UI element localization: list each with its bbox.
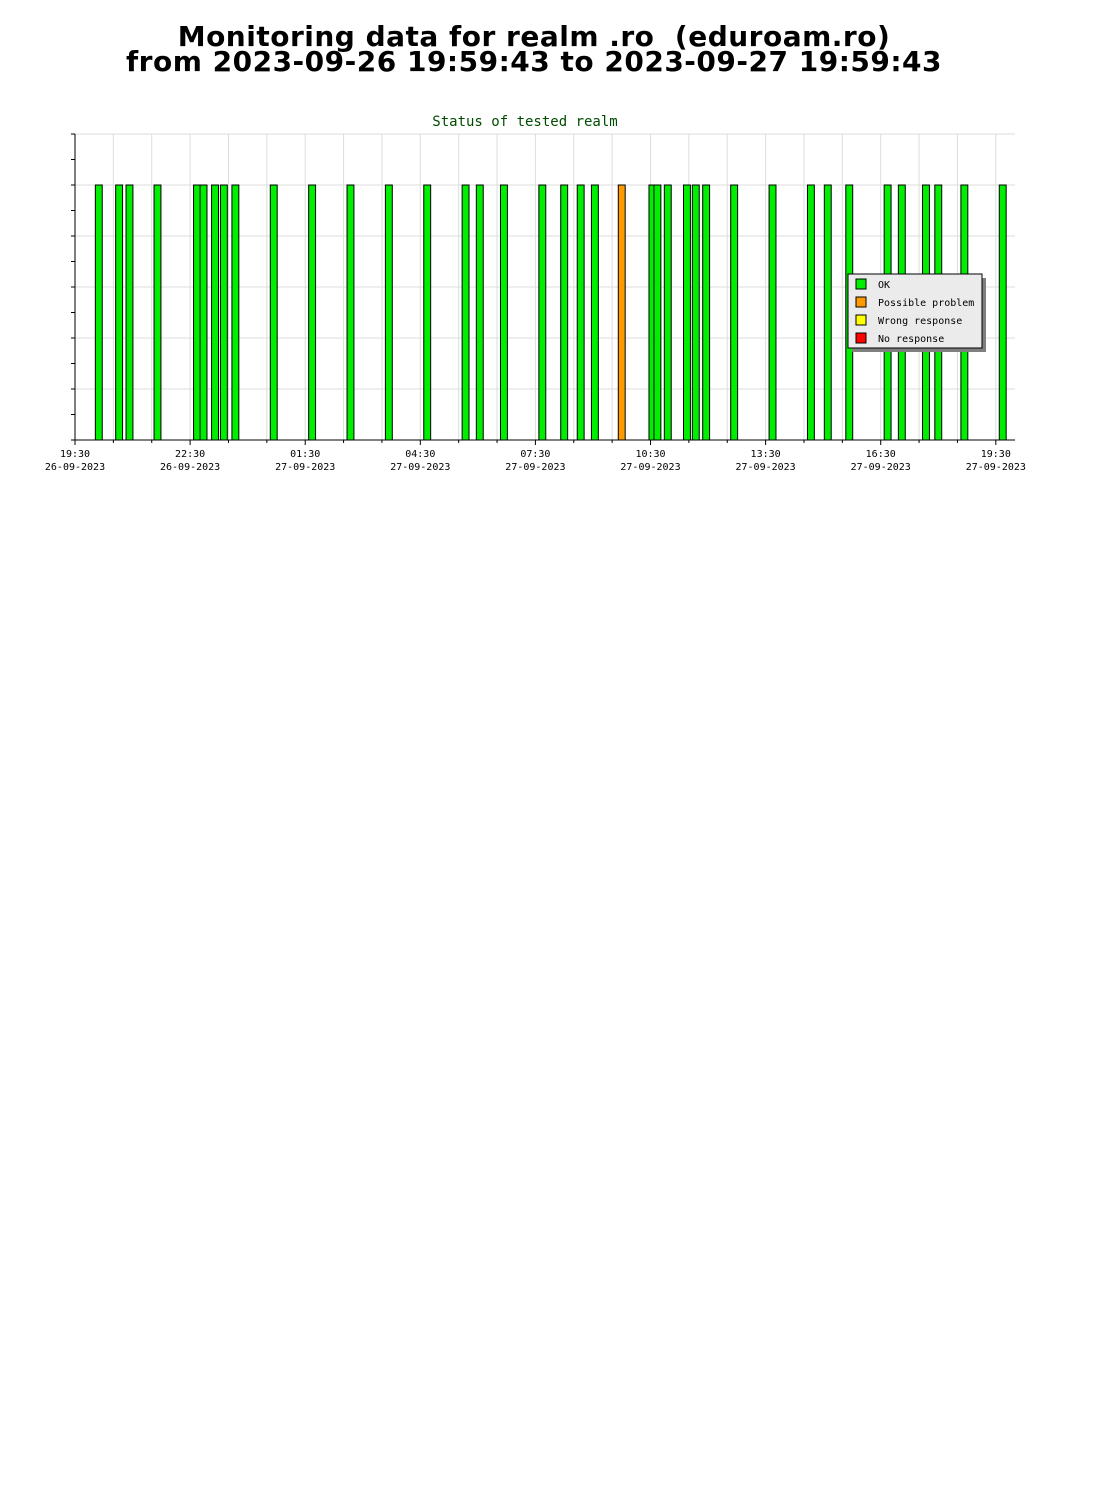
bar-ok [730, 184, 739, 441]
bar-ok [199, 184, 208, 441]
legend-swatch [855, 332, 867, 344]
bar-possible-problem [617, 184, 626, 441]
page-title: Monitoring data for realm .ro (eduroam.r… [0, 20, 1068, 78]
legend-label: Possible problem [878, 298, 974, 309]
bar-ok [683, 184, 691, 441]
bar-ok [115, 184, 124, 441]
bar-ok [211, 184, 219, 441]
legend-label: No response [878, 334, 944, 345]
bar-ok [590, 184, 599, 441]
legend: OK Possible problem Wrong response No respo… [847, 273, 986, 352]
x-tick-label-date: 26-09-2023 [45, 462, 105, 473]
x-tick-label-time: 04:30 [405, 449, 435, 460]
x-tick-label-time: 01:30 [290, 449, 320, 460]
x-tick-label-time: 19:30 [981, 449, 1011, 460]
bar-ok [346, 184, 355, 441]
x-tick-label-date: 26-09-2023 [160, 462, 220, 473]
x-tick-label-date: 27-09-2023 [275, 462, 335, 473]
bar-ok [691, 184, 700, 441]
page-title-line2: from 2023-09-26 19:59:43 to 2023-09-27 1… [125, 45, 943, 78]
x-tick-label-date: 27-09-2023 [390, 462, 450, 473]
legend-label: OK [878, 280, 890, 291]
legend-swatch [855, 314, 867, 326]
bar-ok [768, 184, 777, 441]
bar-ok [153, 184, 162, 441]
x-tick-label-date: 27-09-2023 [736, 462, 796, 473]
legend-box [847, 273, 983, 349]
bar-ok [998, 184, 1007, 441]
bar-ok [560, 184, 569, 441]
bar-ok [193, 184, 201, 441]
bar-ok [219, 184, 228, 441]
x-tick-label-time: 07:30 [520, 449, 550, 460]
bar-ok [231, 184, 240, 441]
bar-ok [475, 184, 484, 441]
x-tick-label-time: 22:30 [175, 449, 205, 460]
bar-ok [308, 184, 317, 441]
page-title-line1: Monitoring data for realm .ro (eduroam.r… [177, 20, 891, 53]
bar-ok [94, 184, 103, 441]
legend-label: Wrong response [878, 316, 962, 327]
x-tick-label-time: 19:30 [60, 449, 90, 460]
status-chart: Status of tested realm 19:30 26-09-2023 22:… [45, 114, 1026, 473]
legend-swatch [855, 278, 867, 290]
bar-ok [461, 184, 470, 441]
bar-ok [806, 184, 815, 441]
bar-ok [499, 184, 508, 441]
legend-swatch [855, 296, 867, 308]
x-tick-label-date: 27-09-2023 [620, 462, 680, 473]
x-tick-label-time: 16:30 [866, 449, 896, 460]
bar-ok [384, 184, 393, 441]
bar-ok [702, 184, 711, 441]
bar-ok [663, 184, 672, 441]
x-tick-label-date: 27-09-2023 [505, 462, 565, 473]
bar-ok [423, 184, 432, 441]
x-tick-label-time: 10:30 [635, 449, 665, 460]
chart-title: Status of tested realm [432, 114, 617, 130]
x-tick-label-date: 27-09-2023 [851, 462, 911, 473]
bar-ok [653, 184, 662, 441]
bar-ok [125, 184, 134, 441]
x-tick-label-time: 13:30 [751, 449, 781, 460]
bar-ok [269, 184, 278, 441]
x-tick-label-date: 27-09-2023 [966, 462, 1026, 473]
bar-ok [538, 184, 547, 441]
bar-ok [823, 184, 832, 441]
bar-ok [576, 184, 585, 441]
